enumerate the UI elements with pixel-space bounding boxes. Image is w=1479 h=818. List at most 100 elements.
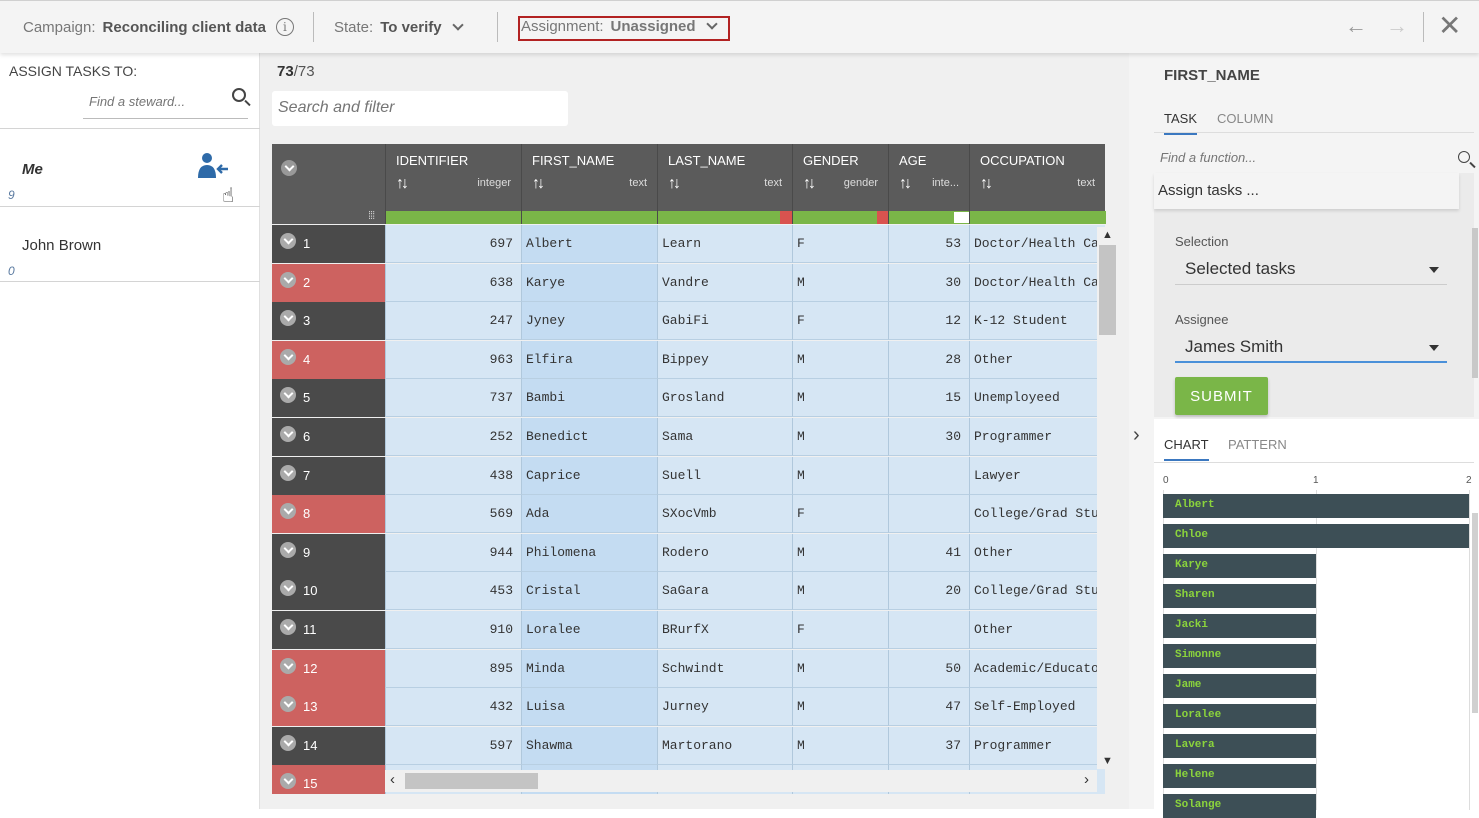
cell-first-name[interactable]: Caprice — [521, 456, 657, 495]
cell-identifier[interactable]: 638 — [385, 263, 521, 302]
row-chevron-icon[interactable] — [280, 464, 296, 481]
cell-age[interactable]: 53 — [888, 225, 969, 263]
row-header[interactable]: 6 — [272, 418, 385, 456]
chart-bar[interactable]: Albert — [1163, 494, 1469, 518]
row-header[interactable]: 14 — [272, 726, 385, 765]
cell-gender[interactable]: M — [792, 340, 888, 379]
cell-first-name[interactable]: Shawma — [521, 726, 657, 765]
row-header[interactable]: 1 — [272, 225, 385, 263]
close-icon[interactable]: ✕ — [1438, 10, 1462, 41]
cell-gender[interactable]: F — [792, 495, 888, 534]
cell-gender[interactable]: M — [792, 263, 888, 302]
row-header[interactable]: 13 — [272, 688, 385, 727]
cell-occupation[interactable]: Unemployeed — [969, 379, 1105, 418]
table-row[interactable]: 13 432 Luisa Jurney M 47 Self-Employed — [272, 688, 1105, 727]
steward-row-john-brown[interactable]: John Brown 0 — [0, 206, 260, 282]
cell-last-name[interactable]: Suell — [657, 456, 792, 495]
cell-last-name[interactable]: Learn — [657, 225, 792, 263]
cell-first-name[interactable]: Benedict — [521, 418, 657, 456]
row-chevron-icon[interactable] — [280, 348, 296, 365]
cell-identifier[interactable]: 432 — [385, 688, 521, 727]
cell-occupation[interactable]: Other — [969, 340, 1105, 379]
cell-age[interactable]: 15 — [888, 379, 969, 418]
cell-first-name[interactable]: Albert — [521, 225, 657, 263]
scroll-right-icon[interactable]: › — [1084, 771, 1089, 788]
chart-bar[interactable]: Lavera — [1163, 734, 1316, 758]
cell-first-name[interactable]: Loralee — [521, 611, 657, 649]
search-icon[interactable] — [232, 88, 246, 102]
table-row[interactable]: 11 910 Loralee BRurfX F Other — [272, 611, 1105, 650]
cell-last-name[interactable]: BRurfX — [657, 611, 792, 649]
row-chevron-icon[interactable] — [280, 773, 296, 790]
sort-icon[interactable]: ↑↓ — [396, 175, 409, 192]
sort-icon[interactable]: ↑↓ — [668, 175, 681, 192]
cell-age[interactable]: 28 — [888, 340, 969, 379]
quality-bar[interactable] — [793, 211, 889, 224]
chart-bar[interactable]: Loralee — [1163, 704, 1316, 728]
row-chevron-icon[interactable] — [280, 580, 296, 597]
cell-gender[interactable]: M — [792, 418, 888, 456]
chart-bar[interactable]: Helene — [1163, 764, 1316, 788]
cell-first-name[interactable]: Minda — [521, 649, 657, 688]
chart-bar[interactable]: Chloe — [1163, 524, 1469, 548]
cell-last-name[interactable]: SXocVmb — [657, 495, 792, 534]
row-chevron-icon[interactable] — [280, 696, 296, 713]
row-header[interactable]: 2 — [272, 263, 385, 302]
column-header-last-name[interactable]: LAST_NAME ↑↓ text — [657, 144, 793, 224]
cell-last-name[interactable]: SaGara — [657, 572, 792, 611]
cell-identifier[interactable]: 247 — [385, 302, 521, 341]
scroll-thumb[interactable] — [1472, 228, 1478, 378]
cell-occupation[interactable]: Self-Employed — [969, 688, 1105, 727]
assignee-dropdown[interactable]: James Smith — [1175, 331, 1447, 363]
back-arrow-icon[interactable]: ← — [1345, 13, 1367, 38]
cell-last-name[interactable]: GabiFi — [657, 302, 792, 341]
cell-occupation[interactable]: Doctor/Health Ca... — [969, 263, 1105, 302]
row-header[interactable]: 10 — [272, 572, 385, 611]
cell-identifier[interactable]: 453 — [385, 572, 521, 611]
function-search[interactable] — [1154, 143, 1474, 173]
row-header[interactable]: 11 — [272, 611, 385, 649]
column-header-identifier[interactable]: IDENTIFIER ↑↓ integer — [385, 144, 522, 224]
chart-bar[interactable]: Simonne — [1163, 644, 1316, 668]
table-row[interactable]: 12 895 Minda Schwindt M 50 Academic/Educator — [272, 649, 1105, 689]
row-chevron-icon[interactable] — [280, 310, 296, 327]
cell-gender[interactable]: M — [792, 572, 888, 611]
cell-occupation[interactable]: Lawyer — [969, 456, 1105, 495]
search-filter[interactable] — [272, 91, 568, 126]
chart-bar[interactable]: Solange — [1163, 794, 1316, 818]
cell-last-name[interactable]: Rodero — [657, 533, 792, 572]
cell-last-name[interactable]: Sama — [657, 418, 792, 456]
cell-first-name[interactable]: Luisa — [521, 688, 657, 727]
select-all-chevron-icon[interactable] — [281, 160, 297, 176]
cell-gender[interactable]: F — [792, 302, 888, 341]
cell-first-name[interactable]: Philomena — [521, 533, 657, 572]
cell-identifier[interactable]: 697 — [385, 225, 521, 263]
scroll-thumb[interactable] — [405, 773, 538, 789]
submit-button[interactable]: SUBMIT — [1175, 377, 1268, 415]
quality-bar[interactable] — [889, 211, 970, 224]
cell-age[interactable]: 41 — [888, 533, 969, 572]
row-header[interactable]: 8 — [272, 495, 385, 534]
row-chevron-icon[interactable] — [280, 734, 296, 751]
cell-occupation[interactable]: Academic/Educator — [969, 649, 1105, 688]
quality-bar[interactable] — [658, 211, 793, 224]
cell-first-name[interactable]: Cristal — [521, 572, 657, 611]
chart-bar[interactable]: Sharen — [1163, 584, 1316, 608]
quality-bar[interactable] — [522, 211, 658, 224]
cell-age[interactable] — [888, 495, 969, 534]
cell-gender[interactable]: M — [792, 379, 888, 418]
scroll-down-icon[interactable]: ▼ — [1102, 755, 1113, 767]
steward-search-input[interactable] — [89, 86, 224, 116]
table-row[interactable]: 3 247 Jyney GabiFi F 12 K-12 Student — [272, 302, 1105, 341]
cell-last-name[interactable]: Jurney — [657, 688, 792, 727]
cell-age[interactable] — [888, 611, 969, 649]
steward-row-me[interactable]: Me 9 — [0, 128, 260, 206]
row-chevron-icon[interactable] — [280, 426, 296, 442]
cell-occupation[interactable]: Other — [969, 611, 1105, 649]
state-dropdown[interactable]: State: To verify — [334, 1, 464, 53]
form-scrollbar[interactable] — [1471, 173, 1479, 417]
cell-gender[interactable]: M — [792, 688, 888, 727]
cell-age[interactable]: 50 — [888, 649, 969, 688]
cell-age[interactable] — [888, 456, 969, 495]
